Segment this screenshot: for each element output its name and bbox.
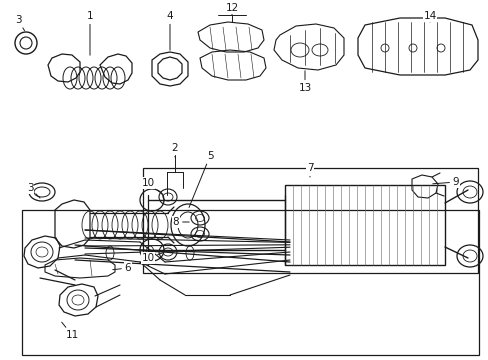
- Text: 14: 14: [423, 11, 436, 22]
- Text: 10: 10: [141, 178, 163, 194]
- Bar: [285, 185, 444, 265]
- Text: 4: 4: [166, 11, 173, 50]
- Text: 3: 3: [27, 183, 40, 198]
- Text: 13: 13: [298, 71, 311, 93]
- Text: 7: 7: [306, 163, 313, 177]
- Bar: [142, 168, 477, 273]
- Text: 5: 5: [189, 151, 213, 207]
- Text: 12: 12: [225, 3, 238, 15]
- Bar: [22, 210, 478, 355]
- Text: 6: 6: [113, 263, 131, 273]
- Text: 9: 9: [432, 177, 458, 187]
- Text: 3: 3: [15, 15, 24, 31]
- Text: 10: 10: [141, 253, 162, 263]
- Text: 8: 8: [172, 217, 189, 227]
- Text: 1: 1: [86, 11, 93, 55]
- Text: 2: 2: [171, 143, 178, 157]
- Text: 11: 11: [61, 322, 79, 340]
